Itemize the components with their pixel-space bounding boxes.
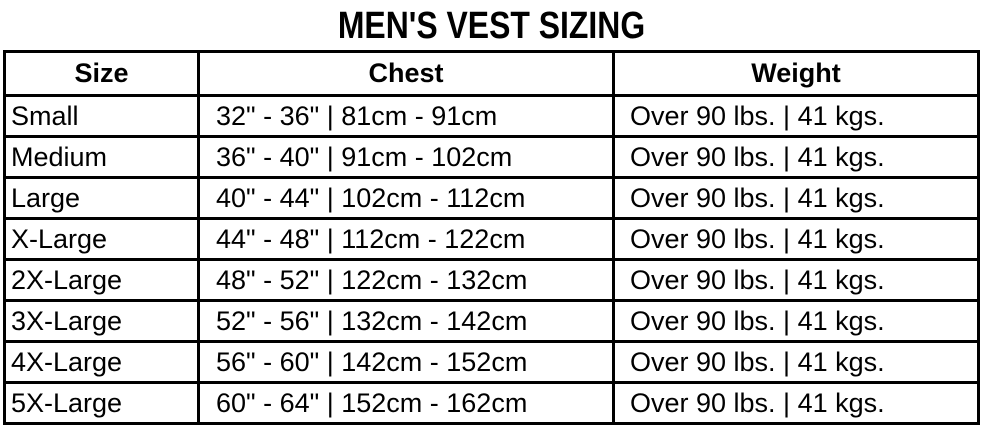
table-row: Large 40" - 44" | 102cm - 112cm Over 90 … [3, 176, 980, 220]
sizing-table: Size Chest Weight Small 32" - 36" | 81cm… [3, 50, 980, 425]
weight-cell: Over 90 lbs. | 41 kgs. [612, 94, 980, 138]
size-cell: 3X-Large [3, 299, 200, 343]
page-title: MEN'S VEST SIZING [337, 5, 646, 47]
chest-cell: 60" - 64" | 152cm - 162cm [197, 381, 615, 425]
chest-cell: 32" - 36" | 81cm - 91cm [197, 94, 615, 138]
size-cell: Large [3, 176, 200, 220]
table-row: 5X-Large 60" - 64" | 152cm - 162cm Over … [3, 381, 980, 425]
chest-cell: 40" - 44" | 102cm - 112cm [197, 176, 615, 220]
size-cell: Small [3, 94, 200, 138]
weight-cell: Over 90 lbs. | 41 kgs. [612, 258, 980, 302]
chest-cell: 44" - 48" | 112cm - 122cm [197, 217, 615, 261]
chest-cell: 56" - 60" | 142cm - 152cm [197, 340, 615, 384]
table-row: 4X-Large 56" - 60" | 142cm - 152cm Over … [3, 340, 980, 384]
weight-cell: Over 90 lbs. | 41 kgs. [612, 299, 980, 343]
chest-cell: 48" - 52" | 122cm - 132cm [197, 258, 615, 302]
table-row: 2X-Large 48" - 52" | 122cm - 132cm Over … [3, 258, 980, 302]
table-row: 3X-Large 52" - 56" | 132cm - 142cm Over … [3, 299, 980, 343]
header-row: Size Chest Weight [3, 50, 980, 97]
weight-cell: Over 90 lbs. | 41 kgs. [612, 381, 980, 425]
table-row: Medium 36" - 40" | 91cm - 102cm Over 90 … [3, 135, 980, 179]
weight-cell: Over 90 lbs. | 41 kgs. [612, 176, 980, 220]
table-row: X-Large 44" - 48" | 112cm - 122cm Over 9… [3, 217, 980, 261]
size-cell: 5X-Large [3, 381, 200, 425]
weight-cell: Over 90 lbs. | 41 kgs. [612, 340, 980, 384]
table-row: Small 32" - 36" | 81cm - 91cm Over 90 lb… [3, 94, 980, 138]
weight-cell: Over 90 lbs. | 41 kgs. [612, 217, 980, 261]
chest-cell: 36" - 40" | 91cm - 102cm [197, 135, 615, 179]
size-cell: 2X-Large [3, 258, 200, 302]
header-weight: Weight [612, 50, 980, 97]
size-cell: Medium [3, 135, 200, 179]
size-cell: 4X-Large [3, 340, 200, 384]
chest-cell: 52" - 56" | 132cm - 142cm [197, 299, 615, 343]
weight-cell: Over 90 lbs. | 41 kgs. [612, 135, 980, 179]
header-size: Size [3, 50, 200, 97]
header-chest: Chest [197, 50, 615, 97]
size-cell: X-Large [3, 217, 200, 261]
